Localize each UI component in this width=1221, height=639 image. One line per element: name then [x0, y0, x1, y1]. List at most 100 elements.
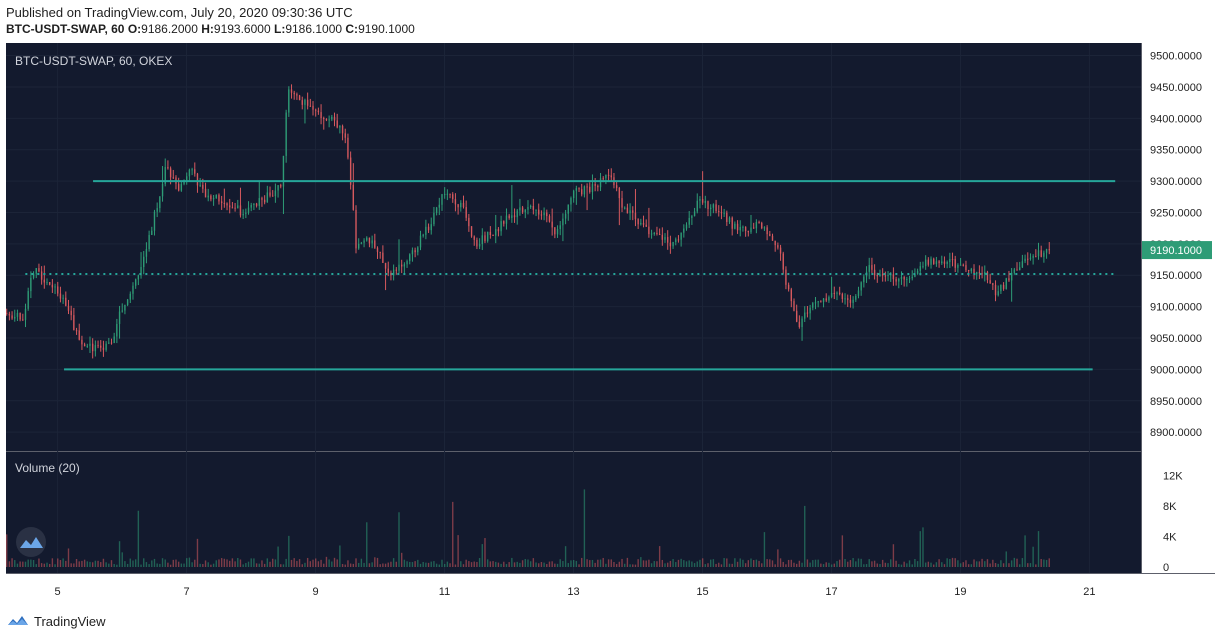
candle-body [680, 232, 682, 240]
volume-bar [621, 558, 623, 567]
volume-bar [449, 563, 451, 567]
volume-bar [478, 558, 481, 567]
volume-bar [1008, 563, 1010, 567]
volume-bar [204, 560, 207, 567]
volume-bar [640, 557, 642, 567]
volume-bar [194, 559, 196, 567]
candle-body [145, 249, 148, 257]
candle-body [398, 264, 400, 271]
footer: TradingView [6, 612, 106, 630]
candle-body [511, 215, 513, 218]
candle-body [503, 221, 505, 224]
candle-body [957, 264, 959, 268]
volume-bar [787, 559, 790, 567]
candle-body [790, 289, 792, 302]
volume-bar [134, 559, 137, 567]
high-value: 9193.6000 [213, 22, 271, 36]
volume-bar [30, 559, 32, 567]
volume-bar [1029, 563, 1032, 567]
volume-bar [599, 559, 602, 567]
volume-bar [293, 558, 295, 567]
volume-bar [462, 564, 465, 567]
candle-body [339, 126, 341, 128]
candle-body [871, 265, 873, 270]
volume-bar [1016, 558, 1018, 567]
candle-body [484, 235, 486, 242]
volume-bar [177, 561, 180, 567]
candle-body [696, 200, 698, 212]
volume-bar [793, 562, 795, 567]
volume-bar [855, 561, 857, 567]
chart-area[interactable]: 9500.0000 9450.0000 9400.0000 9350.0000 9300… [6, 43, 1215, 603]
volume-bar [1010, 560, 1013, 567]
candle-body [317, 110, 320, 113]
volume-bar [680, 558, 682, 567]
candle-body [81, 339, 83, 345]
volume-bar [427, 562, 430, 567]
candle-body [812, 303, 814, 308]
candle-body [742, 226, 744, 228]
volume-bar [532, 558, 535, 567]
symbol-line: BTC-USDT-SWAP, 60 [6, 22, 125, 36]
tv-badge-icon[interactable] [16, 527, 46, 557]
candle-body [392, 269, 395, 276]
candle-body [513, 215, 516, 218]
candle-body [285, 112, 287, 156]
volume-bar [790, 559, 792, 567]
candle-body [425, 226, 427, 235]
volume-bar [465, 559, 467, 567]
volume-bar [27, 559, 29, 567]
candle-body [67, 305, 70, 311]
low-value: 9186.1000 [285, 22, 343, 36]
price-tick-label: 9400.0000 [1150, 113, 1202, 125]
candle-body [1013, 269, 1016, 273]
volume-bar [951, 557, 954, 567]
candle-body [578, 188, 580, 190]
volume-bar [495, 561, 497, 567]
candle-body [658, 234, 661, 236]
candle-body [102, 347, 105, 350]
volume-bar [658, 546, 661, 567]
candle-body [462, 202, 465, 208]
candle-body [793, 301, 795, 311]
volume-bar [804, 505, 806, 567]
pane-title: BTC-USDT-SWAP, 60, OKEX [15, 54, 172, 68]
candle-body [371, 240, 373, 244]
candle-body [441, 194, 443, 205]
volume-bar [280, 564, 282, 567]
volume-bar [159, 563, 161, 567]
candle-body [422, 234, 424, 236]
candle-body [710, 207, 712, 210]
candle-body [344, 133, 346, 138]
candle-body [941, 261, 943, 264]
volume-bar [14, 560, 16, 567]
published-info: Published on TradingView.com, July 20, 2… [6, 5, 353, 20]
candle-body [234, 207, 236, 209]
candle-body [288, 89, 290, 113]
volume-bar [457, 535, 459, 567]
volume-bar [48, 563, 51, 567]
candle-body [930, 258, 932, 265]
candle-body [347, 137, 349, 158]
volume-bar [943, 564, 946, 567]
candle-body [94, 345, 97, 352]
volume-bar [696, 561, 698, 567]
candle-body [626, 207, 629, 214]
candle-body [632, 210, 634, 213]
candle-body [970, 268, 973, 272]
candle-body [497, 229, 500, 232]
candle-body [465, 207, 467, 218]
volume-bar [959, 563, 962, 567]
price-chart[interactable]: 9500.0000 9450.0000 9400.0000 9350.0000 9300… [6, 43, 1215, 603]
candle-body [723, 212, 725, 214]
candle-body [1008, 278, 1010, 281]
volume-bar [78, 561, 80, 567]
volume-bar [895, 560, 897, 567]
candle-body [852, 299, 854, 303]
candle-body [433, 212, 435, 225]
time-tick-label: 13 [567, 586, 579, 598]
volume-bar [97, 560, 99, 567]
candle-body [253, 203, 255, 205]
volume-bar [1027, 563, 1029, 567]
volume-bar [785, 564, 787, 567]
